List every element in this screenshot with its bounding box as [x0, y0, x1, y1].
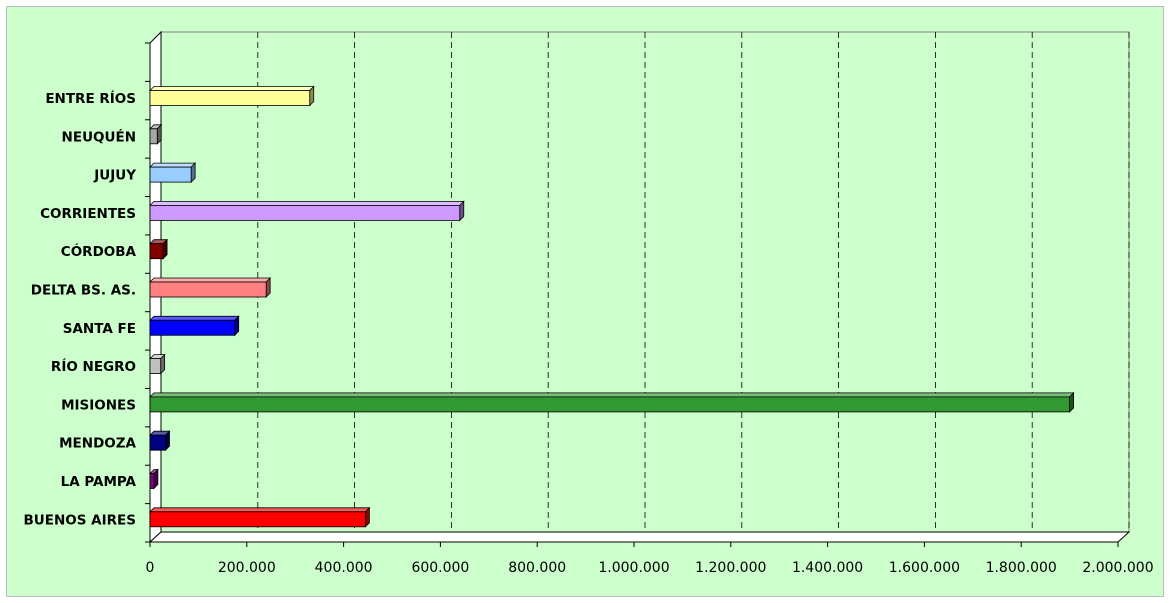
bar-r-o-negro: [149, 358, 162, 375]
category-label: MENDOZA: [59, 436, 136, 452]
category-label: CÓRDOBA: [61, 242, 137, 260]
bar-side-corrientes: [459, 200, 465, 222]
bar-top-delta-bs-as-: [149, 277, 272, 283]
bar-la-pampa: [149, 473, 155, 489]
bar-mendoza: [149, 434, 166, 451]
value-tick-label: 800.000: [508, 560, 566, 576]
bar-side-r-o-negro: [160, 353, 166, 375]
value-tick-label: 1.000.000: [598, 560, 669, 576]
bar-jujuy: [149, 166, 192, 183]
value-tick-label: 200.000: [218, 560, 276, 576]
value-tick-label: 1.200.000: [695, 560, 766, 576]
value-tick-label: 1.800.000: [986, 560, 1057, 576]
bar-side-la-pampa: [153, 468, 159, 490]
category-label: RÍO NEGRO: [51, 358, 136, 375]
category-label: DELTA BS. AS.: [31, 283, 136, 299]
bar-misiones: [149, 396, 1070, 413]
bar-entre-r-os: [149, 90, 311, 106]
value-tick-label: 2.000.000: [1082, 560, 1153, 576]
category-label: BUENOS AIRES: [24, 512, 136, 528]
category-label: MISIONES: [61, 397, 136, 413]
bar-side-entre-r-os: [309, 85, 315, 107]
bar-buenos-aires: [149, 511, 366, 528]
bar-top-corrientes: [149, 200, 465, 206]
value-tick-label: 1.600.000: [889, 560, 960, 576]
bar-c-rdoba: [149, 243, 164, 260]
value-tick-label: 0: [146, 560, 155, 576]
category-label: JUJUY: [93, 168, 136, 184]
bar-top-buenos-aires: [149, 507, 371, 513]
category-label: SANTA FE: [63, 321, 136, 337]
category-label: CORRIENTES: [40, 206, 136, 222]
bar-side-mendoza: [165, 430, 170, 452]
bar-top-entre-r-os: [149, 86, 315, 91]
value-tick-label: 600.000: [411, 560, 469, 576]
bar-side-neuqu-n: [156, 123, 162, 145]
bar-side-misiones: [1069, 391, 1074, 413]
bar-corrientes: [149, 204, 461, 221]
bar-top-misiones: [149, 392, 1075, 398]
bar-delta-bs-as-: [149, 281, 267, 298]
bar-side-santa-fe: [234, 315, 240, 337]
bar-side-c-rdoba: [162, 238, 168, 260]
bar-neuqu-n: [149, 128, 158, 145]
category-label: LA PAMPA: [61, 474, 137, 490]
category-label: ENTRE RÍOS: [45, 90, 136, 107]
bar-top-santa-fe: [149, 315, 240, 321]
bar-side-buenos-aires: [364, 506, 370, 528]
bar-side-jujuy: [190, 162, 196, 184]
bar-side-delta-bs-as-: [265, 277, 271, 298]
value-tick-label: 400.000: [315, 560, 373, 576]
value-tick-label: 1.400.000: [792, 560, 863, 576]
bar-santa-fe: [149, 319, 236, 336]
bar-top-jujuy: [149, 162, 197, 168]
floor: [148, 531, 1131, 543]
category-label: NEUQUÉN: [62, 128, 136, 145]
